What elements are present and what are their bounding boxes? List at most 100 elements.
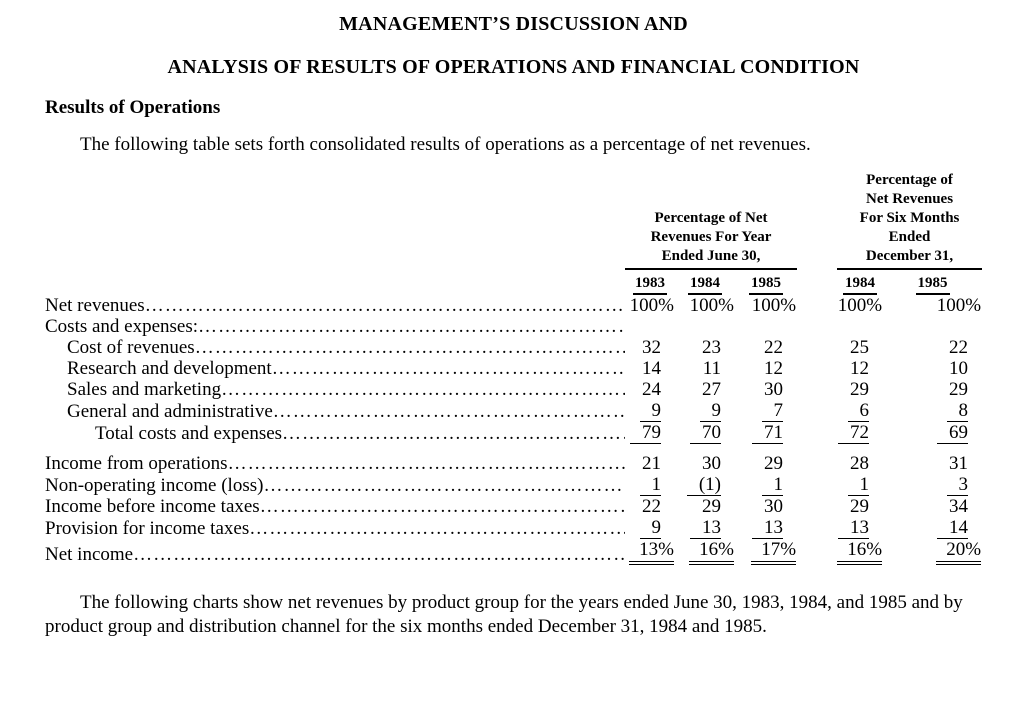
value-cell: 12: [850, 358, 870, 379]
value-cell: 100%: [936, 295, 982, 316]
value-cell: 21: [642, 453, 661, 474]
row-label: Non-operating income (loss): [45, 475, 264, 496]
value-cell: 28: [850, 453, 870, 474]
table-row-sales-and-marketing: Sales and marketing 24 27 30 29 29: [45, 379, 982, 400]
value-cell: 14: [642, 358, 661, 379]
value-cell: 69: [937, 422, 969, 444]
value-cell: 71: [752, 422, 784, 444]
value-cell: 31: [949, 453, 969, 474]
table-row-total-costs-and-expenses: Total costs and expenses 79 70 71 72 69: [45, 422, 982, 444]
row-label: Cost of revenues: [67, 337, 195, 358]
row-label: Income before income taxes: [45, 496, 260, 517]
header-spacer: [45, 171, 625, 269]
value-cell: 13%: [629, 539, 674, 565]
value-cell: 1: [847, 474, 870, 496]
row-label: Net income: [45, 544, 134, 565]
year-group-header: Percentage of Net Revenues For Year Ende…: [625, 171, 798, 270]
row-label: Provision for income taxes: [45, 518, 250, 539]
value-cell: 29: [764, 453, 784, 474]
column-gap: [797, 539, 837, 565]
value-cell: 3: [946, 474, 969, 496]
table-row-provision-for-income-taxes: Provision for income taxes 9 13 13 13 14: [45, 517, 982, 539]
dot-leader: [133, 544, 625, 565]
closing-paragraph: The following charts show net revenues b…: [45, 592, 963, 637]
row-label: Sales and marketing: [67, 379, 222, 400]
value-cell: 72: [838, 422, 870, 444]
value-cell: 100%: [689, 295, 734, 316]
value-cell: 22: [642, 496, 661, 517]
year-group-header-line: Revenues For Year: [650, 229, 772, 245]
value-cell: 7: [761, 400, 784, 422]
row-label: Research and development: [67, 358, 272, 379]
value-cell: 6: [847, 400, 870, 422]
value-cell: 32: [642, 337, 661, 358]
value-cell: 10: [949, 358, 969, 379]
value-cell: 8: [946, 400, 969, 422]
dot-leader: [198, 316, 625, 337]
row-label: Costs and expenses:: [45, 316, 199, 337]
year-group-header-line: Percentage of Net: [654, 210, 768, 226]
table-row-cost-of-revenues: Cost of revenues 32 23 22 25 22: [45, 337, 982, 358]
value-cell: (1): [686, 474, 721, 496]
table-row-research-and-development: Research and development 14 11 12 12 10: [45, 358, 982, 379]
value-cell: 13: [752, 517, 784, 539]
row-label: Net revenues: [45, 295, 145, 316]
table-row-income-from-operations: Income from operations 21 30 29 28 31: [45, 444, 982, 474]
header-spacer: [45, 269, 625, 295]
table-row-general-and-administrative: General and administrative 9 9 7 6 8: [45, 400, 982, 422]
doc-title-line-1: MANAGEMENT’S DISCUSSION AND: [339, 13, 688, 35]
value-cell: 24: [642, 379, 661, 400]
value-cell: 100%: [751, 295, 797, 316]
dot-leader: [272, 358, 625, 379]
six-months-header-line: December 31,: [865, 248, 954, 264]
results-of-operations-table: Percentage of Net Revenues For Year Ende…: [45, 171, 983, 565]
dot-leader: [195, 337, 625, 358]
value-cell: 29: [850, 379, 870, 400]
value-cell: 29: [949, 379, 969, 400]
value-cell: 13: [690, 517, 721, 539]
value-cell: 16%: [689, 539, 734, 565]
value-cell: 30: [764, 496, 784, 517]
value-cell: 14: [937, 517, 969, 539]
value-cell: 29: [850, 496, 870, 517]
column-gap: [797, 422, 837, 444]
value-cell: 16%: [837, 539, 883, 565]
dot-leader: [263, 475, 625, 496]
dot-leader: [249, 518, 625, 539]
column-gap: [797, 400, 837, 422]
dot-leader: [221, 379, 625, 400]
value-cell: 9: [699, 400, 721, 422]
six-months-column-1985: 1985: [883, 269, 982, 295]
year-column-1985: 1985: [735, 269, 797, 295]
dot-leader: [260, 496, 625, 517]
value-cell: 34: [949, 496, 969, 517]
column-gap: [797, 474, 837, 496]
value-cell: 29: [702, 496, 721, 517]
column-gap: [797, 496, 837, 517]
dot-leader: [282, 423, 625, 444]
value-cell: 12: [764, 358, 784, 379]
header-spacer: [797, 269, 837, 295]
column-gap: [797, 379, 837, 400]
value-cell: 25: [850, 337, 870, 358]
table-row-non-operating-income-loss: Non-operating income (loss) 1 (1) 1 1 3: [45, 474, 982, 496]
column-gap: [797, 337, 837, 358]
dot-leader: [145, 295, 625, 316]
row-label: Total costs and expenses: [95, 423, 283, 444]
six-months-group-header: Percentage of Net Revenues For Six Month…: [837, 171, 983, 270]
value-cell: 100%: [837, 295, 883, 316]
value-cell: 17%: [751, 539, 797, 565]
value-cell: 100%: [629, 295, 674, 316]
six-months-header-line: Net Revenues: [865, 191, 954, 207]
value-cell: 1: [761, 474, 784, 496]
intro-paragraph: The following table sets forth consolida…: [80, 134, 811, 155]
row-label: General and administrative: [67, 401, 273, 422]
column-gap: [797, 517, 837, 539]
value-cell: 11: [702, 358, 721, 379]
six-months-header-line: Ended: [888, 229, 931, 245]
dot-leader: [228, 453, 625, 474]
value-cell: 30: [702, 453, 721, 474]
six-months-column-1984: 1984: [837, 269, 883, 295]
value-cell: 27: [702, 379, 721, 400]
six-months-header-line: For Six Months: [859, 210, 960, 226]
